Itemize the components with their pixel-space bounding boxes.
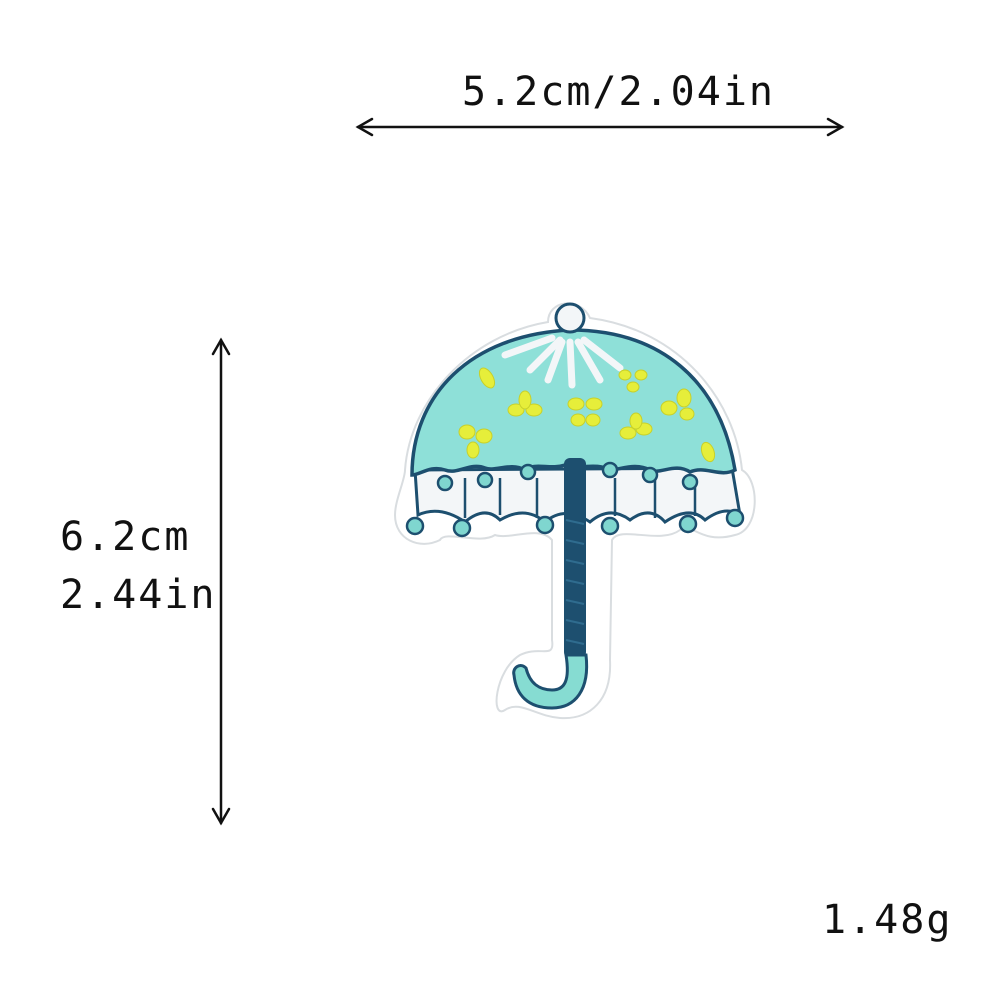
flower xyxy=(619,412,653,440)
width-dimension-label: 5.2cm/2.04in xyxy=(462,69,775,115)
height-arrow xyxy=(211,337,231,826)
height-in-label: 2.44in xyxy=(60,572,217,618)
umbrella-handle xyxy=(564,458,586,658)
flower xyxy=(567,397,603,427)
flower xyxy=(700,441,716,463)
flower xyxy=(458,424,493,459)
height-cm-label: 6.2cm xyxy=(60,514,191,560)
weight-label: 1.48g xyxy=(822,897,953,943)
canopy-flowers xyxy=(458,367,716,463)
width-arrow xyxy=(355,117,845,137)
flower xyxy=(478,367,496,389)
umbrella-crook xyxy=(512,653,589,710)
canopy-ribs xyxy=(501,334,624,389)
umbrella-tip xyxy=(554,302,586,334)
canopy-pompoms xyxy=(436,461,699,492)
flower xyxy=(660,388,695,421)
fringe-pompoms xyxy=(405,508,745,538)
flower xyxy=(507,390,543,417)
flower xyxy=(618,369,648,393)
fringe-stitches xyxy=(463,478,697,518)
